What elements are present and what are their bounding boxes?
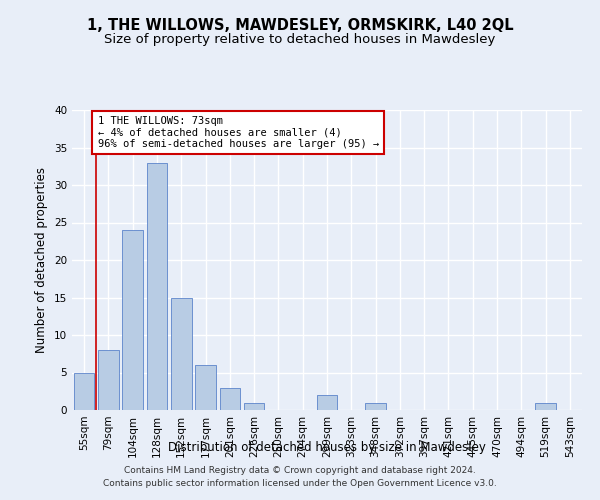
Bar xyxy=(365,402,386,410)
Text: 1 THE WILLOWS: 73sqm
← 4% of detached houses are smaller (4)
96% of semi-detache: 1 THE WILLOWS: 73sqm ← 4% of detached ho… xyxy=(97,116,379,149)
Y-axis label: Number of detached properties: Number of detached properties xyxy=(35,167,49,353)
Text: Contains HM Land Registry data © Crown copyright and database right 2024.
Contai: Contains HM Land Registry data © Crown c… xyxy=(103,466,497,487)
Bar xyxy=(220,388,240,410)
Bar xyxy=(171,298,191,410)
Bar xyxy=(535,402,556,410)
Text: 1, THE WILLOWS, MAWDESLEY, ORMSKIRK, L40 2QL: 1, THE WILLOWS, MAWDESLEY, ORMSKIRK, L40… xyxy=(86,18,514,32)
Bar xyxy=(195,365,216,410)
Bar xyxy=(317,395,337,410)
Bar xyxy=(98,350,119,410)
Text: Distribution of detached houses by size in Mawdesley: Distribution of detached houses by size … xyxy=(168,441,486,454)
Bar xyxy=(244,402,265,410)
Bar xyxy=(122,230,143,410)
Bar xyxy=(74,372,94,410)
Bar xyxy=(146,162,167,410)
Text: Size of property relative to detached houses in Mawdesley: Size of property relative to detached ho… xyxy=(104,32,496,46)
